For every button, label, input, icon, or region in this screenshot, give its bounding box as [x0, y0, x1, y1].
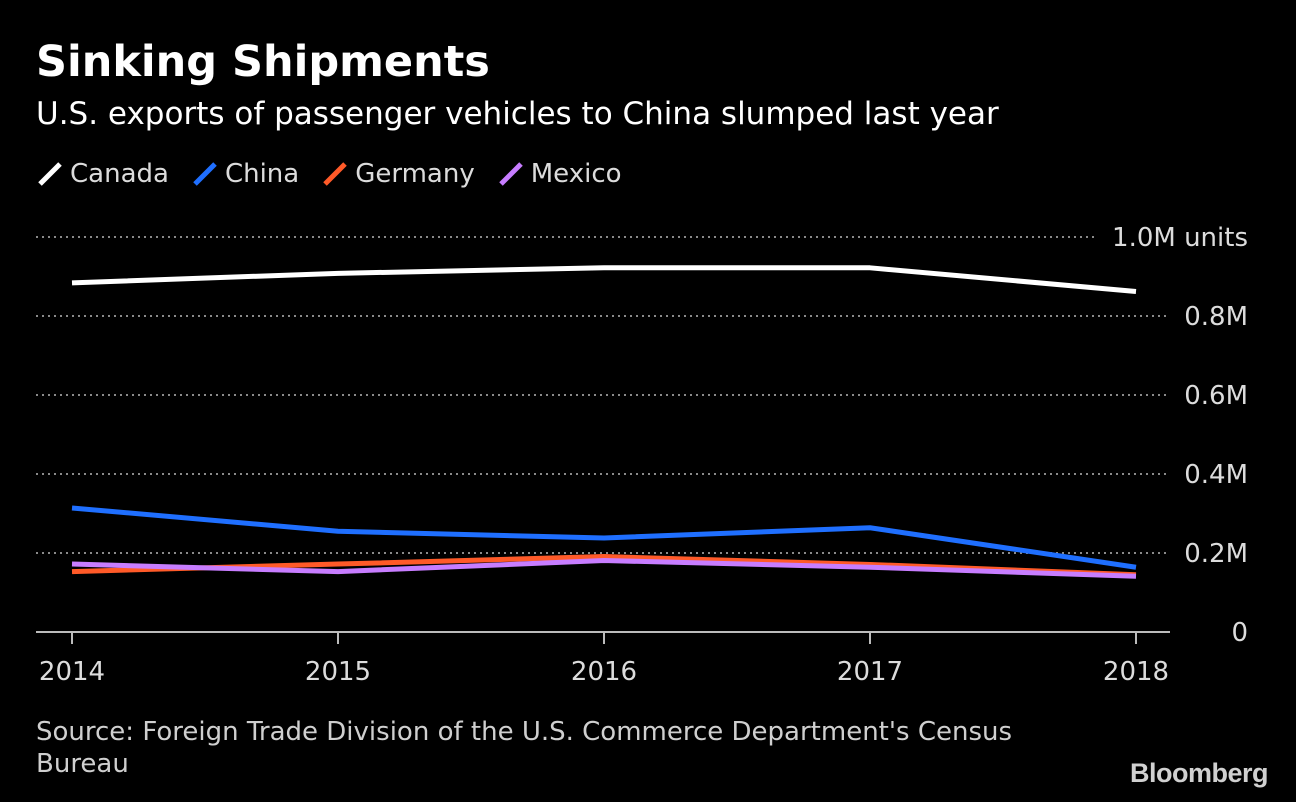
series-line-canada: [71, 265, 1137, 295]
legend-swatch-germany: [323, 162, 347, 186]
legend-swatch-canada: [38, 162, 62, 186]
legend: Canada China Germany Mexico: [36, 154, 644, 194]
series-line-china: [71, 505, 1137, 570]
legend-label-china: China: [224, 159, 300, 189]
legend-item-mexico: Mexico: [497, 154, 622, 194]
chart-title: Sinking Shipments: [36, 37, 490, 87]
x-tick-label-2018: 2018: [1103, 657, 1169, 687]
x-tick-label-2017: 2017: [837, 657, 903, 687]
series-line-mexico: [71, 558, 1137, 579]
legend-label-germany: Germany: [355, 159, 475, 189]
x-tick-label-2015: 2015: [305, 657, 371, 687]
y-tick-label-1-0m-units: 1.0M units: [1112, 223, 1248, 253]
legend-label-canada: Canada: [70, 159, 169, 189]
y-tick-label-0-6m: 0.6M: [1184, 381, 1248, 411]
legend-item-china: China: [191, 154, 299, 194]
legend-swatch-mexico: [498, 162, 523, 186]
y-tick-label-0-4m: 0.4M: [1184, 460, 1248, 490]
chart-subtitle: U.S. exports of passenger vehicles to Ch…: [36, 96, 999, 132]
bloomberg-logo: Bloomberg: [1129, 758, 1269, 788]
legend-label-mexico: Mexico: [530, 159, 622, 189]
x-tick-label-2016: 2016: [571, 657, 637, 687]
legend-item-canada: Canada: [36, 154, 169, 194]
y-tick-label-0: 0: [1231, 618, 1248, 648]
legend-swatch-china: [193, 162, 217, 186]
y-tick-label-0-8m: 0.8M: [1184, 302, 1248, 332]
source-note: Source: Foreign Trade Division of the U.…: [36, 717, 1013, 779]
x-tick-label-2014: 2014: [39, 657, 105, 687]
y-tick-label-0-2m: 0.2M: [1184, 539, 1248, 569]
legend-item-germany: Germany: [321, 154, 475, 194]
